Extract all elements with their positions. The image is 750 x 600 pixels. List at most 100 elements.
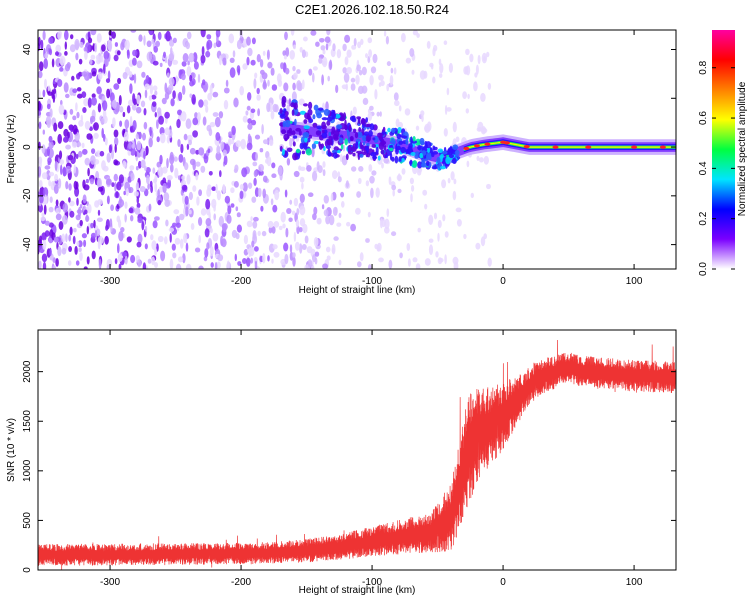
signal-blob [382, 126, 386, 133]
noise-speckle [372, 53, 378, 64]
noise-speckle [432, 76, 436, 84]
noise-speckle [65, 93, 70, 99]
noise-speckle [70, 34, 74, 40]
noise-speckle [104, 137, 108, 146]
noise-speckle [123, 131, 129, 142]
noise-speckle [90, 115, 96, 123]
noise-speckle [183, 133, 188, 141]
signal-blob [328, 135, 333, 141]
noise-speckle [390, 67, 394, 74]
noise-speckle [356, 191, 361, 198]
noise-speckle [355, 74, 360, 85]
noise-speckle [169, 154, 175, 165]
signal-blob [373, 135, 379, 144]
noise-speckle [236, 212, 241, 218]
noise-speckle [227, 138, 232, 147]
heatmap-axes: -300 -200 -100 0 100 40 20 0 -20 -40 [22, 30, 676, 287]
noise-speckle [209, 227, 213, 234]
noise-speckle [107, 70, 111, 81]
noise-speckle [235, 206, 239, 212]
noise-speckle [168, 53, 175, 62]
noise-speckle [91, 250, 96, 260]
noise-speckle [284, 31, 288, 41]
noise-speckle [361, 85, 368, 94]
noise-speckle [371, 170, 377, 176]
noise-speckle [162, 182, 167, 194]
signal-blob [377, 132, 383, 138]
signal-blob [372, 137, 376, 141]
noise-speckle [73, 164, 77, 174]
noise-speckle [111, 182, 115, 188]
noise-speckle [483, 155, 489, 165]
noise-speckle [181, 175, 186, 181]
noise-speckle [96, 58, 101, 65]
noise-speckle [274, 104, 279, 113]
noise-speckle [200, 30, 206, 38]
noise-speckle [157, 166, 164, 177]
noise-speckle [340, 191, 345, 198]
noise-speckle [370, 66, 377, 74]
noise-speckle [409, 177, 414, 185]
signal-blob [281, 99, 286, 106]
noise-speckle [38, 111, 42, 116]
noise-speckle [46, 119, 51, 128]
noise-speckle [229, 67, 236, 78]
noise-speckle [64, 30, 69, 41]
noise-speckle [319, 38, 325, 43]
noise-speckle [335, 84, 339, 94]
noise-speckle [486, 51, 490, 58]
noise-speckle [75, 260, 80, 266]
noise-speckle [97, 186, 104, 192]
signal-blob [427, 147, 431, 154]
noise-speckle [278, 225, 283, 231]
noise-speckle [384, 218, 390, 230]
noise-speckle [101, 44, 106, 52]
noise-speckle [222, 149, 227, 157]
noise-speckle [69, 226, 73, 236]
colorbar-tick-label: 0.6 [698, 111, 709, 125]
noise-speckle [293, 170, 300, 178]
signal-blob [326, 139, 333, 146]
noise-speckle [72, 88, 78, 93]
noise-speckle [450, 171, 455, 181]
noise-speckle [272, 204, 278, 213]
noise-speckle [43, 204, 47, 215]
noise-speckle [144, 83, 151, 90]
noise-speckle [222, 57, 227, 66]
signal-blob [292, 141, 296, 147]
noise-speckle [312, 66, 318, 71]
noise-speckle [234, 253, 237, 262]
noise-speckle [163, 192, 170, 202]
signal-blob [326, 120, 331, 126]
noise-speckle [256, 94, 261, 101]
noise-speckle [358, 177, 362, 185]
noise-speckle [332, 206, 338, 216]
noise-speckle [361, 66, 367, 76]
noise-speckle [321, 74, 324, 86]
noise-speckle [118, 174, 124, 184]
noise-speckle [367, 112, 373, 121]
noise-speckle [91, 93, 96, 98]
noise-speckle [383, 157, 390, 164]
noise-speckle [272, 244, 278, 250]
noise-speckle [114, 181, 117, 192]
noise-speckle [426, 40, 431, 49]
signal-blob [432, 151, 439, 155]
noise-speckle [164, 82, 168, 93]
signal-blob [419, 137, 425, 145]
noise-speckle [250, 108, 256, 114]
heatmap-xtick-label: -300 [100, 276, 120, 287]
noise-speckle [424, 258, 431, 266]
noise-speckle [97, 177, 102, 189]
heatmap-ytick-label: 40 [22, 44, 33, 56]
noise-speckle [442, 214, 446, 222]
noise-speckle [114, 42, 118, 47]
noise-speckle [293, 44, 296, 50]
signal-blob [293, 104, 297, 109]
noise-speckle [179, 238, 184, 249]
noise-speckle [479, 157, 484, 163]
signal-blob [454, 149, 460, 156]
noise-speckle [323, 209, 329, 217]
noise-speckle [332, 170, 338, 180]
noise-speckle [132, 49, 138, 57]
